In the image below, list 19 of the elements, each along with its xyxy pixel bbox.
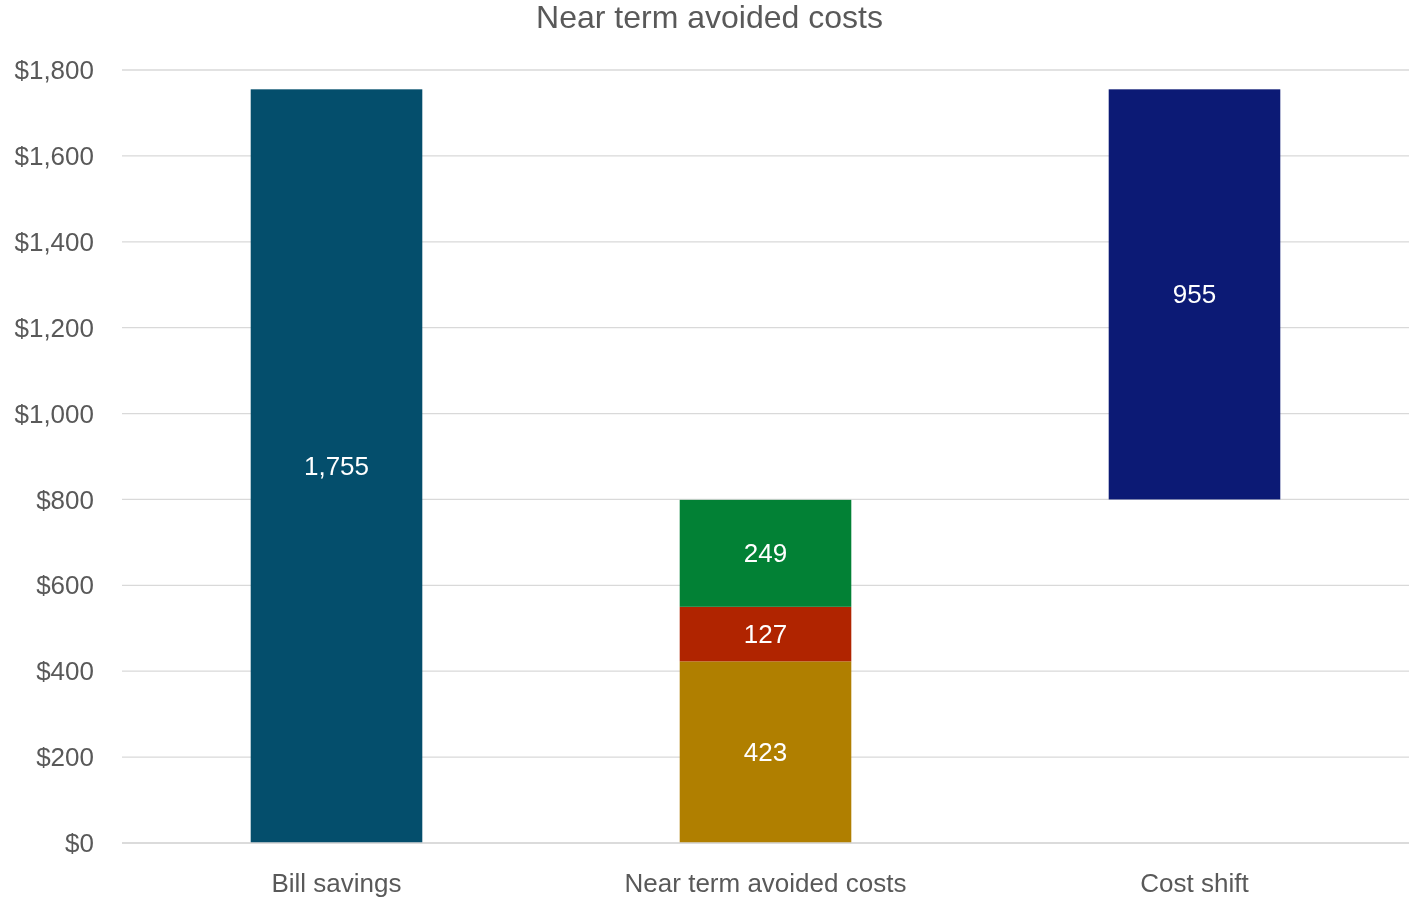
x-tick-label: Cost shift <box>1140 868 1250 898</box>
y-tick-label: $1,800 <box>14 55 94 86</box>
data-label: 1,755 <box>303 451 370 482</box>
y-tick-label: $200 <box>36 742 94 773</box>
y-tick-label: $1,000 <box>14 398 94 429</box>
y-tick-label: $400 <box>36 656 94 687</box>
chart-title: Near term avoided costs <box>536 0 883 35</box>
data-label: 423 <box>743 737 788 768</box>
data-label: 127 <box>743 619 788 650</box>
data-label: 955 <box>1172 279 1217 310</box>
y-tick-label: $600 <box>36 570 94 601</box>
y-tick-label: $0 <box>65 828 94 859</box>
y-tick-label: $1,200 <box>14 312 94 343</box>
y-tick-label: $1,600 <box>14 140 94 171</box>
y-tick-label: $800 <box>36 484 94 515</box>
x-tick-label: Near term avoided costs <box>624 868 907 898</box>
data-label: 249 <box>743 538 788 569</box>
y-tick-label: $1,400 <box>14 226 94 257</box>
x-tick-label: Bill savings <box>271 868 402 898</box>
